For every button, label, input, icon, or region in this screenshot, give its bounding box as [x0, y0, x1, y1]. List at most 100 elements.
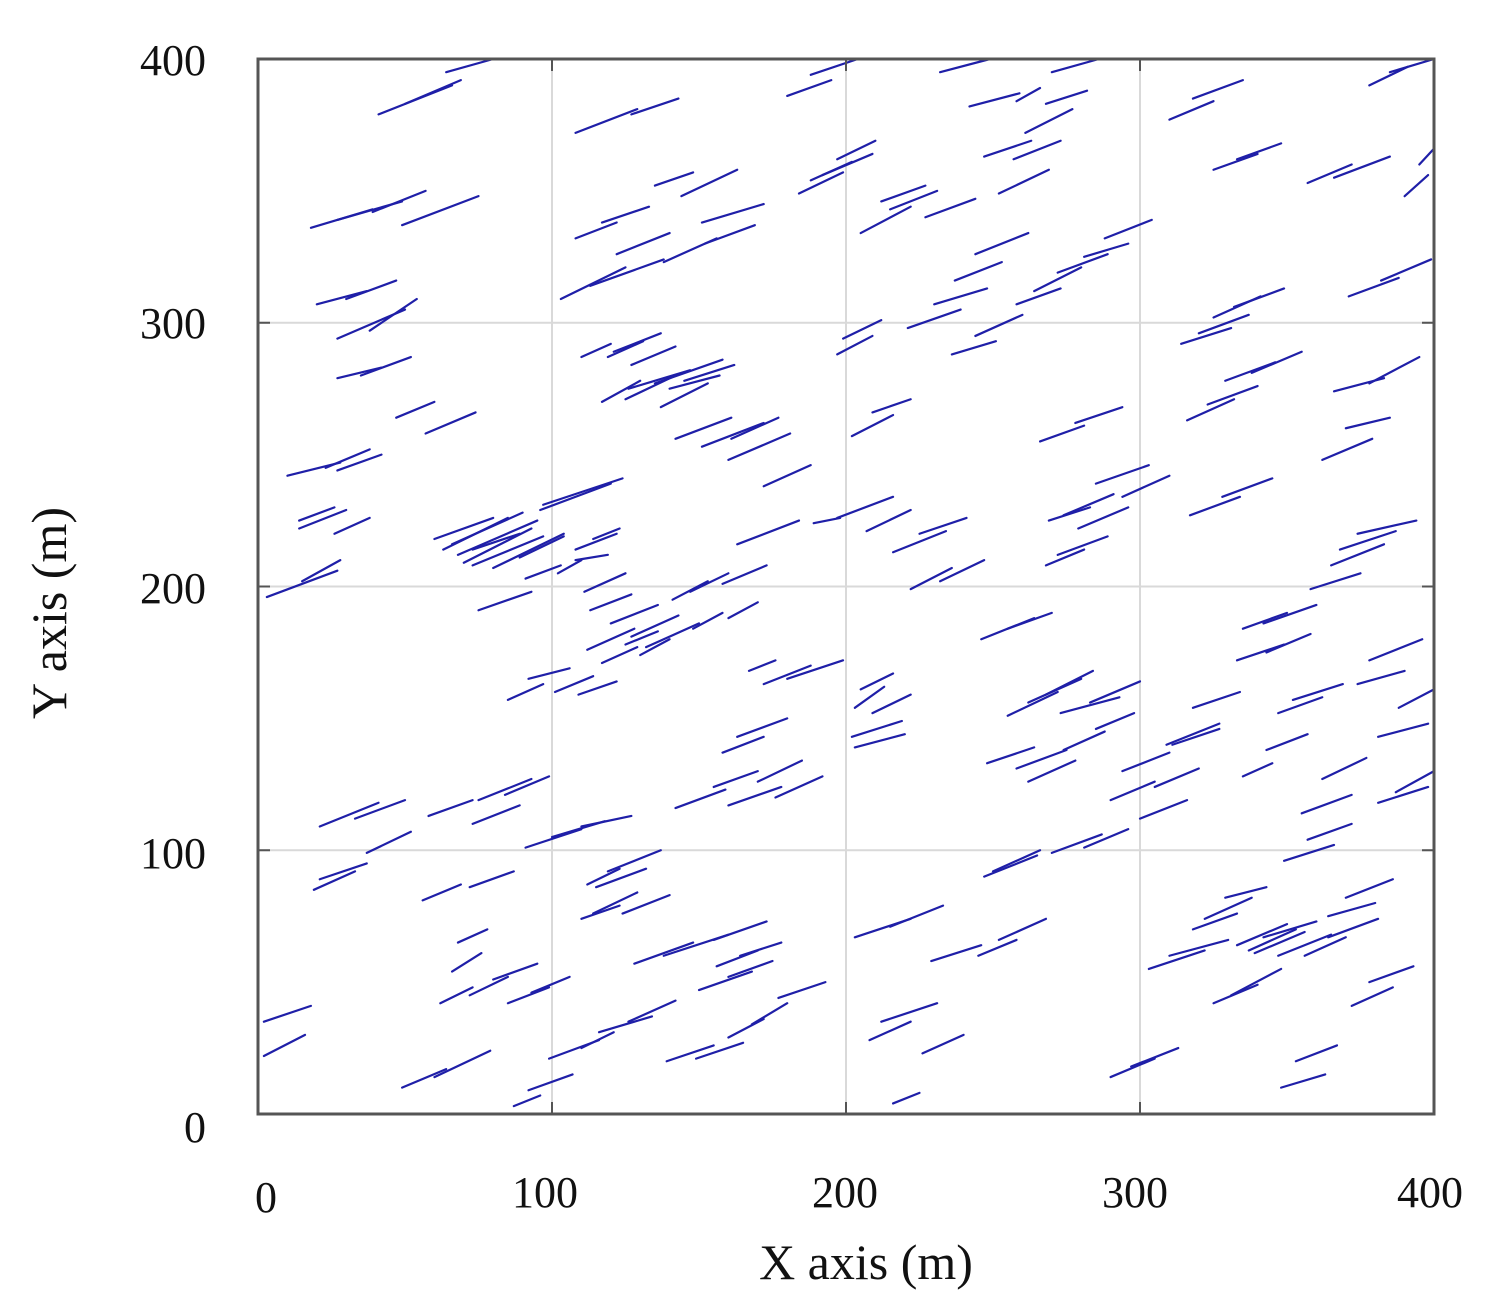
fracture-segment-189 [1062, 493, 1115, 517]
fracture-segment-146 [627, 999, 677, 1023]
fracture-segment-117 [853, 685, 886, 709]
fracture-segment-123 [503, 775, 551, 796]
fracture-segment-229 [821, 152, 874, 177]
fracture-segment-203 [974, 231, 1030, 256]
fracture-segment-170 [1050, 833, 1103, 854]
fracture-segment-94 [594, 867, 648, 889]
fracture-segment-125 [421, 883, 462, 902]
fracture-segment-260 [1203, 896, 1253, 920]
fracture-segment-239 [1180, 326, 1233, 345]
fracture-segment-258 [1306, 822, 1353, 841]
fracture-segment-244 [1206, 384, 1259, 406]
fracture-segment-264 [1253, 930, 1306, 955]
x-tick-label-0: 0 [255, 1173, 277, 1222]
fracture-segment-104 [697, 970, 754, 992]
fracture-segment-198 [1083, 242, 1130, 258]
fracture-segment-182 [1191, 690, 1242, 709]
fracture-segment-42 [700, 202, 765, 224]
fracture-segment-71 [639, 638, 671, 657]
grid [258, 59, 1434, 1114]
fracture-segment-254 [1291, 682, 1344, 702]
fracture-segment-76 [727, 601, 759, 620]
y-tick-label-300: 300 [140, 299, 206, 348]
fracture-segment-179 [1138, 799, 1189, 820]
fracture-segment-211 [938, 57, 992, 74]
fracture-segment-122 [471, 804, 521, 825]
fracture-segment-256 [1321, 756, 1368, 781]
fracture-segment-190 [1077, 506, 1130, 530]
fracture-segment-81 [865, 508, 912, 533]
fracture-segment-34 [556, 559, 583, 575]
fracture-segment-284 [1397, 688, 1436, 709]
fracture-segment-16 [324, 448, 371, 469]
fracture-segment-85 [600, 646, 639, 665]
fracture-segment-45 [615, 231, 671, 256]
fracture-segment-222 [871, 398, 912, 414]
fracture-segment-134 [492, 962, 539, 981]
fracture-segment-43 [574, 221, 618, 240]
fracture-segment-44 [600, 205, 651, 224]
fracture-segment-204 [997, 168, 1050, 195]
fracture-segment-78 [762, 464, 812, 488]
fracture-segment-230 [836, 139, 877, 161]
fracture-segment-136 [439, 986, 474, 1005]
fracture-segment-197 [1056, 253, 1109, 274]
fracture-segment-283 [1377, 722, 1430, 738]
fracture-segment-130 [318, 801, 380, 828]
fracture-segment-231 [786, 78, 833, 98]
fracture-segment-68 [589, 593, 633, 612]
fracture-segment-247 [1241, 611, 1289, 630]
fracture-segment-299 [1403, 173, 1430, 198]
fracture-segment-251 [1241, 762, 1274, 778]
fracture-segment-168 [1062, 730, 1106, 752]
fracture-segment-33 [542, 477, 624, 506]
fracture-segment-141 [506, 986, 551, 1005]
fracture-segment-147 [665, 1044, 715, 1063]
fracture-segment-169 [1094, 711, 1136, 731]
fracture-segment-148 [694, 1041, 745, 1060]
fracture-segment-20 [333, 516, 371, 535]
fracture-segment-255 [1300, 793, 1353, 815]
fracture-segment-214 [924, 197, 977, 219]
fracture-segment-210 [983, 139, 1033, 158]
fracture-segment-279 [1350, 986, 1394, 1007]
fracture-segment-65 [477, 590, 533, 612]
fracture-segment-212 [968, 92, 1021, 108]
fracture-segment-41 [680, 168, 739, 198]
fracture-segment-205 [1012, 139, 1062, 161]
fracture-segment-274 [1294, 1044, 1339, 1063]
fracture-segment-113 [747, 659, 777, 673]
fracture-segment-200 [950, 340, 998, 356]
fracture-segment-107 [727, 785, 783, 807]
fracture-segment-35 [574, 553, 609, 562]
fracture-segment-295 [1347, 276, 1400, 298]
fracture-segment-86 [644, 622, 701, 649]
fracture-segment-140 [262, 1004, 313, 1023]
fracture-segment-263 [1247, 928, 1297, 952]
fracture-segment-185 [1006, 611, 1053, 630]
fracture-segment-137 [400, 1068, 448, 1089]
fracture-segment-57 [668, 374, 721, 390]
fracture-segment-276 [1327, 901, 1377, 918]
fracture-segment-110 [674, 788, 727, 810]
fracture-segment-151 [727, 1017, 765, 1039]
fracture-segment-167 [1027, 759, 1077, 783]
fracture-segment-83 [586, 627, 636, 651]
fracture-segment-73 [689, 572, 730, 593]
fracture-segment-175 [1059, 696, 1121, 715]
fracture-segment-40 [653, 171, 695, 187]
fracture-segment-245 [1221, 477, 1274, 498]
fracture-segment-180 [1153, 767, 1200, 789]
fracture-segment-129 [365, 830, 412, 854]
fracture-segment-174 [1044, 669, 1095, 696]
fracture-segment-62 [700, 421, 765, 448]
fracture-segment-8 [345, 279, 398, 301]
fracture-segment-238 [1232, 287, 1286, 309]
fracture-segment-121 [477, 777, 533, 802]
fracture-segment-135 [456, 928, 489, 944]
fracture-segment-248 [1262, 603, 1318, 625]
y-axis-title: Y axis (m) [21, 507, 77, 719]
fracture-segment-265 [1262, 920, 1318, 939]
